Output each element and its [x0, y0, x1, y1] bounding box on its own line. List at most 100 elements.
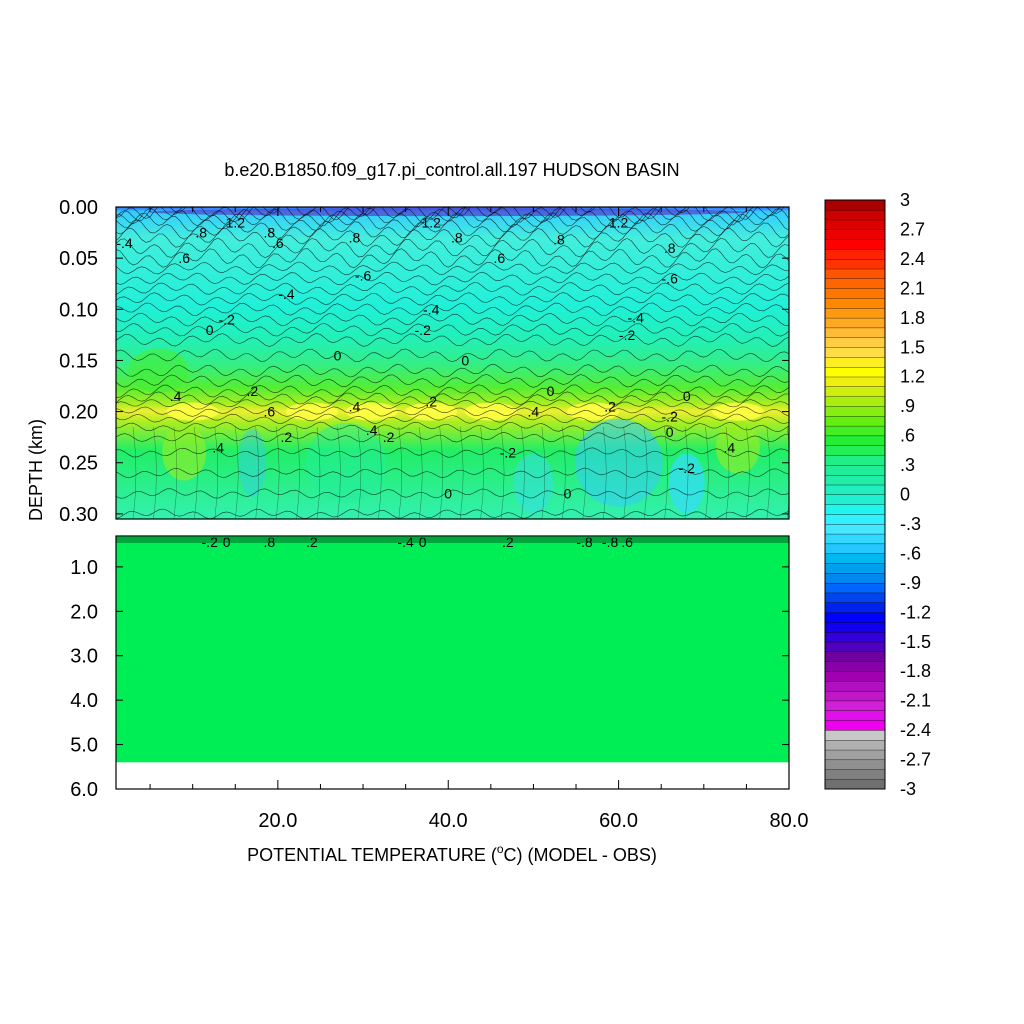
- colorbar-boxes: [824, 199, 886, 790]
- colorbar-box: [824, 307, 886, 319]
- contour-label: -.6: [355, 268, 372, 284]
- colorbar-label: -2.4: [900, 720, 931, 740]
- x-tick-label: 80.0: [770, 810, 809, 832]
- field-anomaly: [128, 348, 189, 393]
- contour-line: [116, 467, 789, 479]
- contour-label: .4: [349, 399, 361, 415]
- contour-line: [116, 431, 789, 443]
- colorbar: 3 2.7 2.4 2.1 1.8 1.5 1.2 .9 .6 .3 0 -.3 -.6 -.9 -1.2 -…: [824, 190, 931, 799]
- contour-line: [275, 426, 280, 519]
- contour-line: [398, 426, 403, 519]
- colorbar-box: [824, 464, 886, 476]
- colorbar-label: -.6: [900, 543, 921, 563]
- colorbar-box: [824, 631, 886, 643]
- x-axis-title-main: POTENTIAL TEMPERATURE (: [247, 845, 497, 865]
- contour-line: [116, 271, 789, 286]
- contour-line: [214, 426, 219, 519]
- x-tick-label: 40.0: [429, 810, 468, 832]
- upper-panel: .8.6-.41.2.8.6.8-.6-.4-.201.2.8.6-.4-.2.…: [59, 197, 790, 526]
- colorbar-box: [824, 700, 886, 711]
- colorbar-box: [824, 563, 886, 574]
- upper-contour-lines: [116, 207, 789, 519]
- colorbar-label: -3: [900, 779, 916, 799]
- chart-title: b.e20.B1850.f09_g17.pi_control.all.197 H…: [224, 160, 679, 181]
- colorbar-label: -2.7: [900, 750, 931, 770]
- contour-label: .2: [383, 429, 395, 445]
- contour-label: .2: [604, 399, 616, 415]
- contour-line: [705, 426, 709, 519]
- contour-line: [378, 426, 382, 519]
- colorbar-label: 2.4: [900, 249, 925, 269]
- y-tick-label: 0.10: [59, 299, 98, 321]
- colorbar-box: [824, 317, 886, 329]
- colorbar-box: [824, 779, 886, 790]
- colorbar-box: [824, 739, 886, 751]
- contour-label: .6: [263, 404, 275, 420]
- contour-line: [116, 207, 789, 228]
- contour-label: 1.2: [226, 214, 246, 230]
- contour-label: .4: [366, 422, 378, 438]
- contour-line: [194, 426, 198, 519]
- colorbar-box: [824, 415, 886, 427]
- contour-label: -.4: [397, 534, 414, 550]
- contour-line: [116, 384, 789, 398]
- contour-label: -.8: [602, 534, 619, 550]
- contour-label: .4: [170, 388, 182, 404]
- contour-line: [623, 426, 627, 519]
- x-tick-label: 20.0: [258, 810, 297, 832]
- colorbar-box: [824, 425, 886, 437]
- x-axis: 20.0 40.0 60.0 80.0: [149, 207, 809, 832]
- colorbar-box: [824, 455, 886, 466]
- colorbar-label: 3: [900, 190, 910, 210]
- colorbar-box: [824, 572, 886, 584]
- contour-label: -.2: [415, 322, 432, 338]
- contour-line: [439, 426, 443, 519]
- contour-line: [173, 426, 178, 519]
- x-axis-title-suffix: ) (MODEL - OBS): [517, 845, 657, 865]
- contour-line: [500, 426, 505, 519]
- contour-line: [116, 237, 789, 259]
- field-anomaly: [574, 418, 663, 507]
- y-axis-title: DEPTH (km): [26, 419, 46, 521]
- y-tick-label: 1.0: [70, 557, 98, 579]
- contour-label: -.4: [423, 301, 440, 317]
- contour-line: [116, 282, 789, 296]
- colorbar-box: [824, 209, 886, 221]
- colorbar-box: [824, 494, 886, 505]
- contour-line: [116, 248, 789, 269]
- contour-label: -.2: [662, 409, 679, 425]
- contour-line: [116, 207, 785, 220]
- colorbar-box: [824, 484, 886, 495]
- colorbar-box: [824, 297, 886, 309]
- field-anomaly: [715, 421, 760, 474]
- contour-label: .6: [178, 250, 190, 266]
- contour-label: -.2: [679, 460, 696, 476]
- contour-line: [541, 426, 546, 519]
- contour-label: 0: [683, 388, 691, 404]
- x-tick-label: 60.0: [599, 810, 638, 832]
- x-axis-title-unit: C: [504, 845, 517, 865]
- y-tick-label: 0.30: [59, 504, 98, 526]
- field-anomaly: [464, 402, 517, 421]
- contour-line: [116, 212, 789, 233]
- lower-y-axis: 1.0 2.0 3.0 4.0 5.0 6.0: [70, 557, 789, 801]
- contour-label: -.4: [628, 310, 645, 326]
- contour-label: -.4: [278, 286, 295, 302]
- contour-line: [643, 426, 648, 519]
- y-tick-label: 0.20: [59, 402, 98, 424]
- y-tick-label: 0.05: [59, 248, 98, 270]
- colorbar-box: [824, 376, 886, 387]
- colorbar-box: [824, 337, 886, 348]
- colorbar-box: [824, 533, 886, 545]
- contour-label: .6: [621, 534, 633, 550]
- colorbar-label: -1.2: [900, 602, 931, 622]
- contour-line: [116, 374, 789, 388]
- contour-label: .8: [664, 240, 676, 256]
- contour-label: .2: [502, 534, 514, 550]
- upper-panel-frame: [115, 206, 790, 520]
- colorbar-box: [824, 523, 886, 535]
- colorbar-box: [824, 612, 886, 623]
- contour-line: [603, 426, 607, 519]
- contour-line: [357, 426, 362, 519]
- field-anomaly: [513, 453, 554, 514]
